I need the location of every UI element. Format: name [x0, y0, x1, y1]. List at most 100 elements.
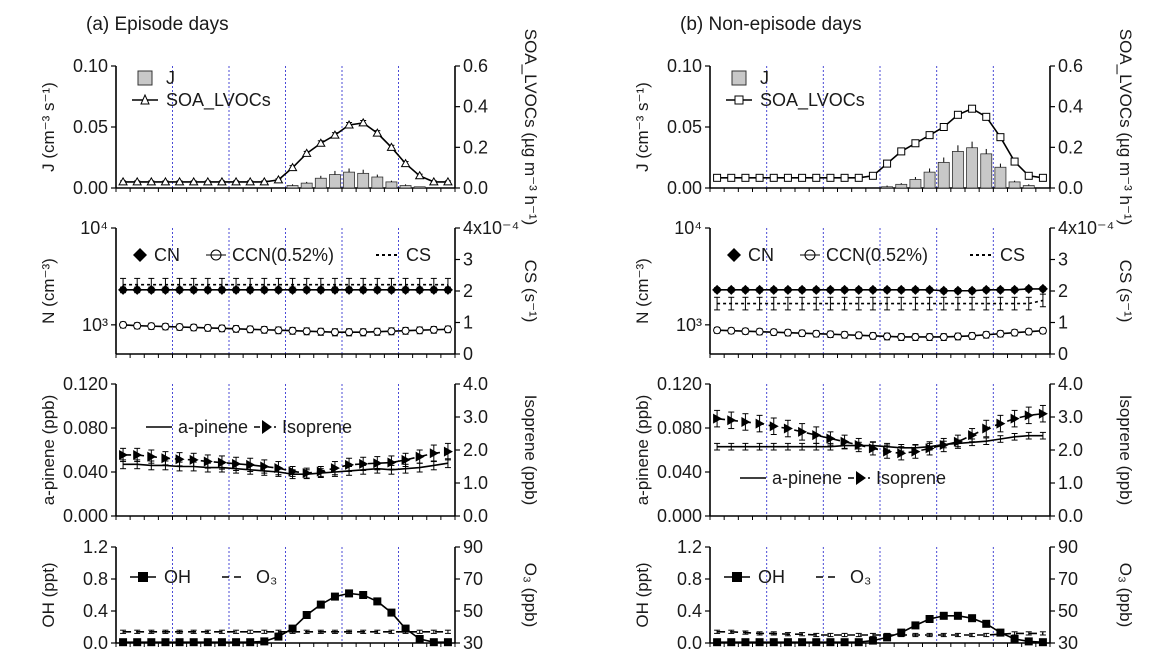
- data-point: [713, 413, 723, 424]
- data-point: [925, 131, 934, 140]
- data-point: [783, 173, 792, 182]
- data-point: [1023, 283, 1034, 294]
- data-point: [132, 176, 143, 186]
- series-line: [717, 288, 1043, 292]
- data-point: [741, 638, 750, 647]
- series-j: [286, 168, 426, 189]
- data-point: [146, 176, 157, 186]
- data-point: [1037, 283, 1048, 294]
- data-point: [768, 284, 779, 295]
- legend-label: CS: [1000, 245, 1025, 265]
- data-point: [358, 117, 369, 127]
- y2-axis-title: Isoprene (ppb): [521, 395, 540, 506]
- data-point: [260, 325, 269, 334]
- data-point: [953, 110, 962, 119]
- data-point: [755, 638, 764, 647]
- data-point: [245, 176, 256, 186]
- y2-tick-label: 3.0: [463, 407, 488, 427]
- y2-axis-title: CS (s⁻¹): [521, 260, 540, 323]
- data-point: [118, 176, 128, 186]
- y-tick-label: 0.05: [667, 117, 702, 137]
- data-point: [345, 459, 355, 470]
- data-point: [161, 638, 170, 647]
- series-isoprene: [713, 404, 1048, 461]
- y2-tick-label: 50: [1058, 601, 1078, 621]
- data-point: [967, 285, 978, 296]
- bar: [413, 186, 426, 189]
- series-ccn-0-52-: [713, 326, 1047, 341]
- data-point: [1038, 173, 1047, 182]
- data-point: [147, 322, 156, 331]
- data-point: [359, 458, 369, 469]
- legend-swatch: [727, 248, 741, 262]
- y-axis-title: N (cm⁻³): [39, 258, 58, 324]
- data-point: [443, 446, 453, 457]
- series-cs: [120, 277, 451, 292]
- data-point: [203, 456, 213, 467]
- data-point: [246, 638, 255, 647]
- y-tick-label: 10⁴: [674, 218, 702, 238]
- y2-tick-label: 0.4: [463, 97, 488, 117]
- y-axis-title: a-pinene (ppb): [39, 395, 58, 506]
- data-point: [344, 119, 354, 129]
- data-point: [315, 138, 326, 147]
- data-point: [316, 327, 325, 336]
- legend-label: O₃: [256, 567, 277, 587]
- y-tick-label: 0.080: [63, 418, 108, 438]
- data-point: [769, 173, 778, 182]
- data-point: [274, 632, 283, 641]
- data-point: [189, 454, 199, 465]
- data-point: [345, 328, 354, 337]
- y-tick-label: 0.05: [73, 117, 108, 137]
- y2-tick-label: 90: [463, 537, 483, 557]
- series-line: [717, 630, 1043, 636]
- data-point: [161, 453, 171, 464]
- data-point: [868, 171, 877, 180]
- data-point: [387, 327, 396, 336]
- data-point: [175, 454, 185, 465]
- data-point: [825, 284, 836, 295]
- bar: [399, 185, 412, 189]
- data-point: [840, 173, 849, 182]
- panel-title: (b) Non-episode days: [680, 14, 862, 35]
- data-point: [386, 142, 397, 151]
- data-point: [387, 457, 397, 468]
- data-point: [953, 332, 962, 341]
- y2-tick-label: 4x10⁻⁴: [463, 218, 519, 238]
- panel-b-3: 0.000 0.040 0.080 0.120 0.0 1.0 2.0 3.0 4.0 a-pin…: [633, 374, 1135, 526]
- legend-swatch: [856, 471, 866, 485]
- bar: [314, 177, 327, 189]
- data-point: [301, 148, 312, 157]
- data-point: [316, 466, 326, 477]
- data-point: [288, 466, 298, 477]
- data-point: [429, 638, 438, 647]
- legend-label: SOA_LVOCs: [166, 90, 271, 111]
- y-tick-label: 0.040: [63, 462, 108, 482]
- data-point: [911, 139, 920, 148]
- y2-tick-label: 3: [463, 250, 473, 270]
- data-point: [911, 621, 920, 630]
- data-point: [755, 418, 765, 429]
- y-tick-label: 1.2: [83, 537, 108, 557]
- data-point: [387, 608, 396, 617]
- y2-tick-label: 2.0: [1058, 440, 1083, 460]
- data-point: [217, 457, 227, 468]
- data-point: [1024, 410, 1034, 421]
- data-point: [769, 638, 778, 647]
- data-point: [996, 329, 1005, 338]
- data-point: [119, 638, 128, 647]
- data-point: [188, 176, 199, 186]
- legend-label: CN: [154, 245, 180, 265]
- legend-label: O₃: [850, 567, 871, 587]
- data-point: [981, 284, 992, 295]
- data-point: [727, 173, 736, 182]
- y2-tick-label: 90: [1058, 537, 1078, 557]
- data-point: [968, 430, 978, 441]
- data-point: [868, 443, 878, 454]
- data-point: [968, 104, 977, 113]
- data-point: [1010, 413, 1020, 424]
- panel-a-2: 10³ 10⁴ 0 1 2 3 4x10⁻⁴ N (cm⁻³) CS (s⁻¹) CN CCN(0.…: [39, 218, 540, 364]
- data-point: [302, 468, 312, 479]
- legend-swatch: [734, 95, 744, 105]
- series-j: [881, 141, 1035, 189]
